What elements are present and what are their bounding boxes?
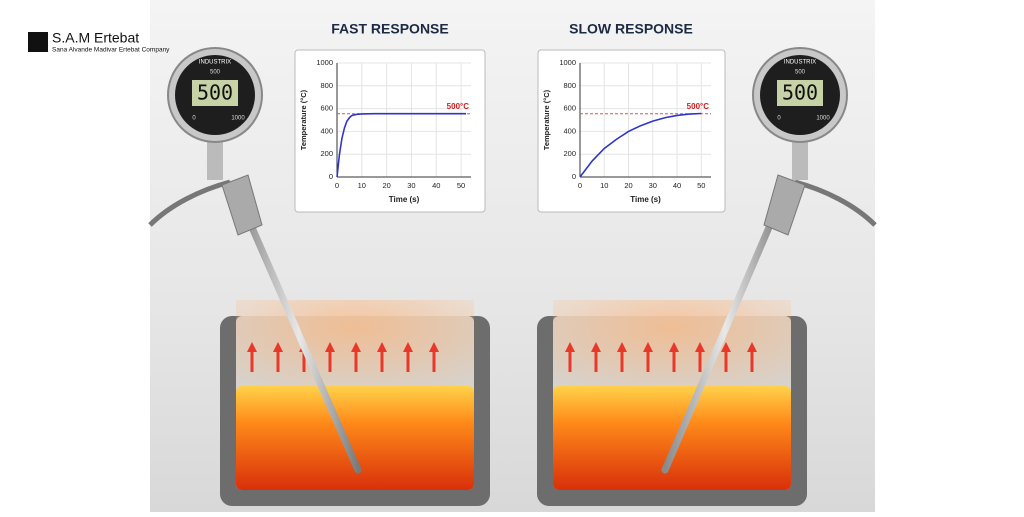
chart-title: FAST RESPONSE: [331, 21, 448, 37]
heat-arrow-head: [377, 342, 387, 352]
y-tick-label: 400: [563, 126, 576, 135]
logo: S.A.M Ertebat Sana Alvande Madivar Erteb…: [28, 30, 170, 54]
probe: [236, 196, 362, 474]
x-tick-label: 30: [649, 181, 657, 190]
heat-arrow-head: [273, 342, 283, 352]
gauge-brand: INDUSTRIX: [784, 60, 816, 66]
data-line: [579, 112, 702, 178]
gauge-max: 1000: [816, 116, 830, 122]
x-tick-label: 0: [335, 181, 339, 190]
y-tick-label: 0: [329, 172, 333, 181]
data-line: [336, 112, 467, 178]
heat-arrow-head: [429, 342, 439, 352]
chart-title: SLOW RESPONSE: [569, 21, 693, 37]
y-tick-label: 1000: [559, 58, 576, 67]
gauge-left: INDUSTRIX 500 500 0 1000: [167, 47, 263, 180]
y-tick-label: 600: [320, 104, 333, 113]
heat-arrow-head: [617, 342, 627, 352]
probe: [661, 186, 789, 474]
pot-left: [220, 300, 490, 506]
gauge-min: 0: [192, 116, 196, 122]
gauge-min: 0: [777, 116, 781, 122]
x-tick-label: 20: [624, 181, 632, 190]
x-tick-label: 20: [382, 181, 390, 190]
logo-icon: [28, 32, 48, 52]
y-tick-label: 0: [572, 172, 576, 181]
y-tick-label: 200: [320, 149, 333, 158]
x-tick-label: 50: [457, 181, 465, 190]
heat-arrow-head: [325, 342, 335, 352]
gauge-reading: 500: [197, 81, 233, 105]
heat-arrow-head: [721, 342, 731, 352]
annotation: 500°C: [447, 102, 470, 111]
heat-arrow-head: [351, 342, 361, 352]
fitting: [763, 174, 806, 236]
heat-arrow-head: [669, 342, 679, 352]
x-tick-label: 30: [407, 181, 415, 190]
annotation: 500°C: [687, 102, 710, 111]
gauge-setpoint: 500: [795, 70, 806, 76]
heat-arrow-head: [695, 342, 705, 352]
y-tick-label: 200: [563, 149, 576, 158]
pot-right: [537, 300, 807, 506]
x-tick-label: 10: [600, 181, 608, 190]
x-tick-label: 0: [578, 181, 582, 190]
logo-tagline: Sana Alvande Madivar Ertebat Company: [52, 47, 170, 54]
x-tick-label: 50: [697, 181, 705, 190]
heat-arrow-head: [643, 342, 653, 352]
y-axis-label: Temperature (°C): [299, 89, 308, 150]
fitting: [221, 174, 263, 236]
heat-arrow-head: [591, 342, 601, 352]
gauge-reading: 500: [782, 81, 818, 105]
gauge-max: 1000: [231, 116, 245, 122]
heat-arrow-head: [403, 342, 413, 352]
x-axis-label: Time (s): [630, 195, 661, 204]
logo-name: S.A.M Ertebat: [52, 30, 139, 46]
x-axis-label: Time (s): [389, 195, 420, 204]
y-axis-label: Temperature (°C): [542, 89, 551, 150]
heat-arrow-head: [247, 342, 257, 352]
y-tick-label: 400: [320, 126, 333, 135]
y-tick-label: 600: [563, 104, 576, 113]
y-tick-label: 800: [563, 81, 576, 90]
x-tick-label: 40: [673, 181, 681, 190]
y-tick-label: 1000: [316, 58, 333, 67]
x-tick-label: 40: [432, 181, 440, 190]
cable: [148, 179, 231, 227]
gauge-right: INDUSTRIX 500 500 0 1000: [752, 47, 848, 180]
y-tick-label: 800: [320, 81, 333, 90]
heat-arrow-head: [565, 342, 575, 352]
gauge-setpoint: 500: [210, 70, 221, 76]
x-tick-label: 10: [358, 181, 366, 190]
heat-arrow-head: [747, 342, 757, 352]
gauge-brand: INDUSTRIX: [199, 60, 231, 66]
